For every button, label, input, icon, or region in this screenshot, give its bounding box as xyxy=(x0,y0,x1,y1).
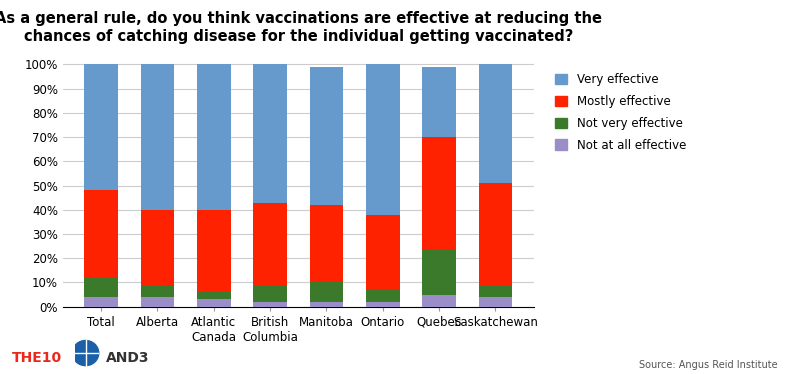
Bar xyxy=(254,302,287,307)
Bar xyxy=(141,64,174,210)
Bar xyxy=(422,67,456,137)
Bar xyxy=(197,292,231,300)
Circle shape xyxy=(72,340,99,366)
Bar xyxy=(309,205,343,282)
Bar xyxy=(366,302,400,307)
Bar xyxy=(197,300,231,307)
Bar xyxy=(479,64,513,183)
Bar xyxy=(422,249,456,295)
Bar xyxy=(254,285,287,302)
Bar xyxy=(141,285,174,297)
Bar xyxy=(366,290,400,302)
Bar xyxy=(84,297,118,307)
Bar xyxy=(254,64,287,203)
Bar xyxy=(422,295,456,307)
Bar xyxy=(84,278,118,297)
Text: THE10: THE10 xyxy=(12,351,62,365)
Text: As a general rule, do you think vaccinations are effective at reducing the
chanc: As a general rule, do you think vaccinat… xyxy=(0,11,602,44)
Bar xyxy=(141,297,174,307)
Legend: Very effective, Mostly effective, Not very effective, Not at all effective: Very effective, Mostly effective, Not ve… xyxy=(556,73,686,152)
Bar xyxy=(479,285,513,297)
Bar xyxy=(479,183,513,285)
Bar xyxy=(84,64,118,190)
Bar xyxy=(422,137,456,249)
Bar xyxy=(366,215,400,290)
Text: Source: Angus Reid Institute: Source: Angus Reid Institute xyxy=(638,360,777,370)
Bar xyxy=(197,210,231,292)
Bar xyxy=(197,64,231,210)
Bar xyxy=(309,302,343,307)
Bar xyxy=(254,203,287,285)
Bar xyxy=(141,210,174,285)
Bar xyxy=(84,190,118,278)
Bar xyxy=(309,282,343,302)
Text: AND3: AND3 xyxy=(106,351,149,365)
Bar xyxy=(309,67,343,205)
Bar xyxy=(479,297,513,307)
Bar xyxy=(366,64,400,215)
